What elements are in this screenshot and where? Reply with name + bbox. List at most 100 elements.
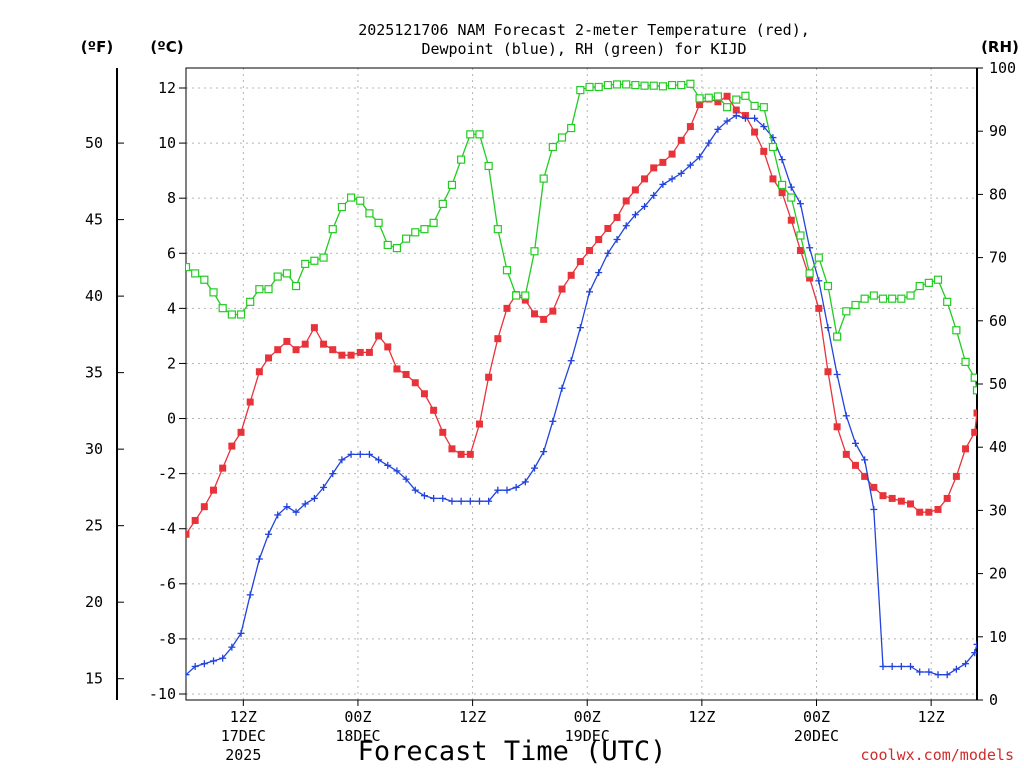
temperature-point [356, 348, 364, 356]
rh-point [631, 80, 640, 90]
rh-tick-label: 100 [989, 59, 1016, 77]
dewpoint-point [329, 470, 337, 478]
rh-point [585, 82, 594, 92]
rh-point [319, 253, 328, 262]
x-tick-label: 12Z [230, 708, 257, 726]
rh-point [255, 285, 264, 294]
rh-tick-label: 60 [989, 312, 1007, 330]
rh-point [246, 297, 255, 306]
dewpoint-point [237, 629, 245, 637]
dewpoint-point [540, 448, 548, 456]
dewpoint-point [723, 117, 731, 125]
rh-tick-label: 50 [989, 375, 1007, 393]
dewpoint-point [338, 456, 346, 464]
dewpoint-point [420, 492, 428, 500]
rh-point [667, 80, 677, 90]
dewpoint-point [558, 384, 566, 392]
dewpoint-point [466, 497, 474, 505]
dewpoint-point [347, 450, 355, 458]
dewpoint-point [925, 668, 933, 676]
rh-point [612, 80, 622, 89]
rh-point [878, 294, 888, 303]
rh-point [429, 218, 438, 227]
rh-point [814, 253, 823, 262]
dewpoint-point [586, 288, 594, 296]
dewpoint-point [292, 508, 300, 516]
dewpoint-point [365, 450, 373, 458]
dewpoint-point [384, 461, 392, 469]
dewpoint-point [604, 249, 612, 257]
dewpoint-point [943, 671, 951, 679]
dewpoint-point [521, 478, 529, 486]
celsius-tick-label: 4 [167, 299, 176, 317]
rh-point [943, 297, 952, 306]
temperature-point [842, 450, 850, 458]
rh-point [411, 228, 420, 237]
rh-tick-label: 20 [989, 565, 1007, 583]
temperature-point [457, 450, 465, 458]
dewpoint-point [576, 324, 584, 332]
rh-axis-unit: (RH) [981, 38, 1019, 56]
temperature-point [558, 285, 566, 293]
dewpoint-point [430, 494, 438, 502]
rh-point [869, 291, 878, 300]
rh-point [603, 80, 612, 90]
grid-lines [186, 68, 977, 700]
rh-point [557, 133, 567, 142]
fahrenheit-tick-label: 20 [85, 593, 103, 611]
dewpoint-point [686, 161, 694, 169]
axes [116, 67, 978, 701]
rh-point [539, 174, 548, 183]
rh-point [658, 82, 667, 91]
dewpoint-point [512, 483, 520, 491]
rh-point [972, 386, 977, 395]
temperature-point [973, 409, 977, 417]
temperature-point [186, 530, 190, 538]
rh-point [301, 259, 310, 269]
celsius-tick-label: -10 [149, 685, 176, 703]
dewpoint-point [393, 467, 401, 475]
dewpoint-point [650, 191, 658, 199]
rh-point [576, 86, 585, 95]
dewpoint-line [186, 114, 977, 676]
dewpoint-point [705, 139, 713, 147]
dewpoint-point [457, 497, 465, 505]
dewpoint-point [411, 486, 419, 494]
temperature-point [485, 373, 493, 381]
temperature-point [191, 516, 199, 524]
dewpoint-point [613, 236, 621, 243]
chart-title-line1: 2025121706 NAM Forecast 2-meter Temperat… [358, 21, 810, 39]
fahrenheit-tick-label: 40 [85, 287, 103, 305]
temperature-point [806, 274, 814, 282]
dewpoint-point [200, 660, 208, 668]
temperature-point [604, 224, 612, 232]
celsius-tick-label: -6 [158, 575, 176, 593]
dewpoint-point [677, 169, 685, 177]
temperature-point [732, 106, 740, 114]
rh-point [438, 199, 447, 208]
dewpoint-point [402, 475, 410, 483]
temperature-point [631, 186, 639, 194]
rh-point [402, 234, 411, 243]
dewpoint-point [806, 244, 814, 252]
temperature-point [320, 340, 328, 348]
dewpoint-point [815, 277, 823, 285]
dewpoint-point [375, 456, 383, 464]
celsius-axis-unit: (ºC) [150, 38, 183, 56]
rh-point [310, 256, 319, 265]
temperature-point [411, 379, 419, 387]
temperature-point [210, 486, 218, 494]
rh-point [291, 281, 301, 291]
rh-point [686, 79, 695, 88]
rh-point [512, 291, 521, 300]
credit-text: coolwx.com/models [860, 746, 1014, 764]
rh-point [594, 82, 603, 92]
data-series [186, 79, 977, 679]
temperature-point [760, 147, 768, 155]
rh-point [282, 269, 291, 278]
dewpoint-point [732, 112, 740, 120]
dewpoint-point [714, 125, 722, 133]
fahrenheit-tick-label: 35 [85, 364, 103, 382]
rh-point [805, 269, 814, 278]
rh-point [750, 101, 759, 111]
